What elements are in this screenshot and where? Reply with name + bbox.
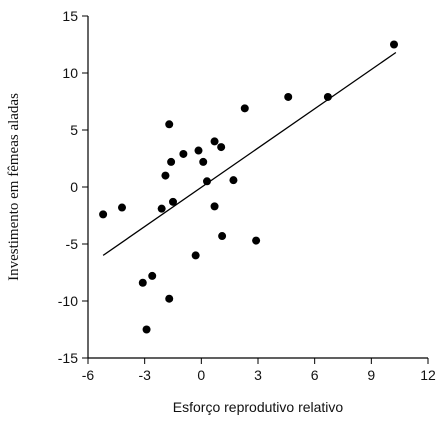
point [252, 236, 261, 245]
x-tick-label: 3 [254, 367, 262, 383]
y-tick-label: -10 [58, 293, 78, 309]
y-axis-label: Investimento em fêmeas aladas [6, 93, 22, 281]
point [229, 176, 238, 185]
x-tick-label: 12 [420, 367, 436, 383]
point [167, 157, 176, 166]
point [323, 92, 332, 101]
point [203, 177, 211, 186]
point [165, 294, 174, 303]
point [218, 232, 227, 241]
y-tick-label: -15 [58, 350, 78, 366]
point [199, 157, 208, 166]
point [217, 143, 226, 152]
x-tick-label: -3 [138, 367, 151, 383]
point [99, 210, 108, 219]
point [161, 171, 170, 180]
point [148, 271, 157, 280]
point [210, 137, 219, 146]
point [179, 149, 188, 158]
y-tick-label: 0 [70, 179, 78, 195]
y-tick-label: 10 [62, 65, 78, 81]
point [390, 40, 398, 49]
point [157, 204, 166, 213]
point [284, 92, 293, 101]
x-tick-label: -6 [82, 367, 95, 383]
point [165, 120, 174, 129]
x-tick-label: 9 [367, 367, 375, 383]
point [194, 146, 203, 155]
x-axis-label: Esforço reprodutivo relativo [173, 399, 344, 415]
point [210, 202, 219, 211]
y-tick-label: 5 [70, 122, 78, 138]
point [169, 197, 177, 206]
x-tick-label: 0 [197, 367, 205, 383]
point [240, 104, 249, 113]
point [138, 278, 147, 287]
point [142, 325, 151, 334]
y-tick-label: -5 [66, 236, 79, 252]
x-tick-label: 6 [311, 367, 319, 383]
y-tick-label: 15 [62, 8, 78, 24]
trend-line [102, 51, 397, 256]
point [118, 203, 126, 212]
point [191, 251, 200, 260]
